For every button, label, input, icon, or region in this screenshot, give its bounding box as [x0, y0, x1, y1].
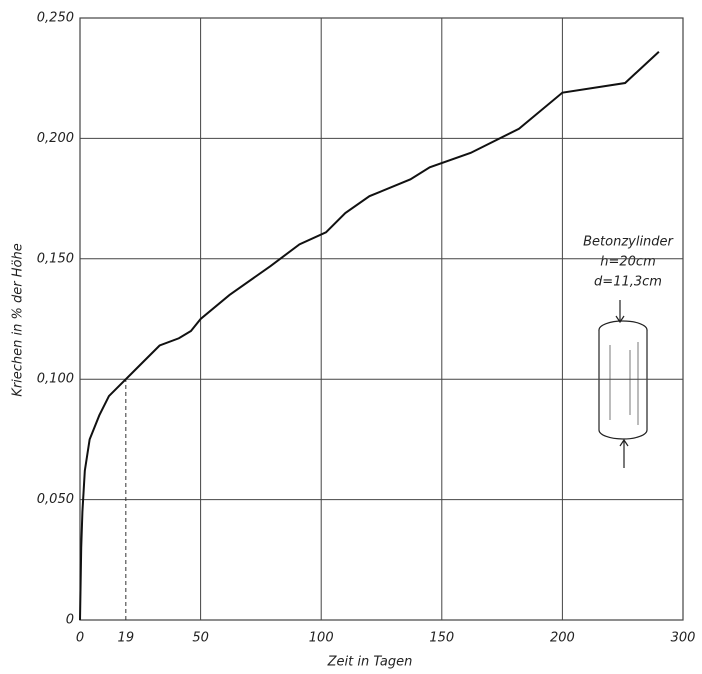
x-tick-label: 0 [76, 631, 84, 646]
x-tick-label: 150 [429, 631, 454, 646]
y-axis-label: Kriechen in % der Höhe [11, 243, 26, 396]
y-tick-label: 0,100 [37, 372, 74, 387]
annotation: Betonzylinder [583, 235, 674, 250]
data-line [79, 50, 660, 621]
y-tick-label: 0,200 [37, 131, 74, 146]
x-tick-label: 300 [671, 631, 696, 646]
y-tick-label: 0,150 [37, 251, 74, 266]
cylinder-sketch [598, 300, 648, 468]
x-axis-label: Zeit in Tagen [327, 655, 413, 670]
y-tick-label: 0,050 [37, 492, 74, 507]
x-tick-label: 200 [550, 631, 575, 646]
plot-frame [79, 17, 684, 621]
y-tick-label: 0 [66, 613, 74, 628]
annotation: d=11,3cm [594, 275, 662, 290]
x-tick-label: 100 [309, 631, 334, 646]
y-tick-label: 0,250 [37, 11, 74, 26]
annotation: h=20cm [600, 255, 656, 270]
x-tick-label: 19 [118, 631, 135, 646]
x-tick-label: 50 [192, 631, 209, 646]
